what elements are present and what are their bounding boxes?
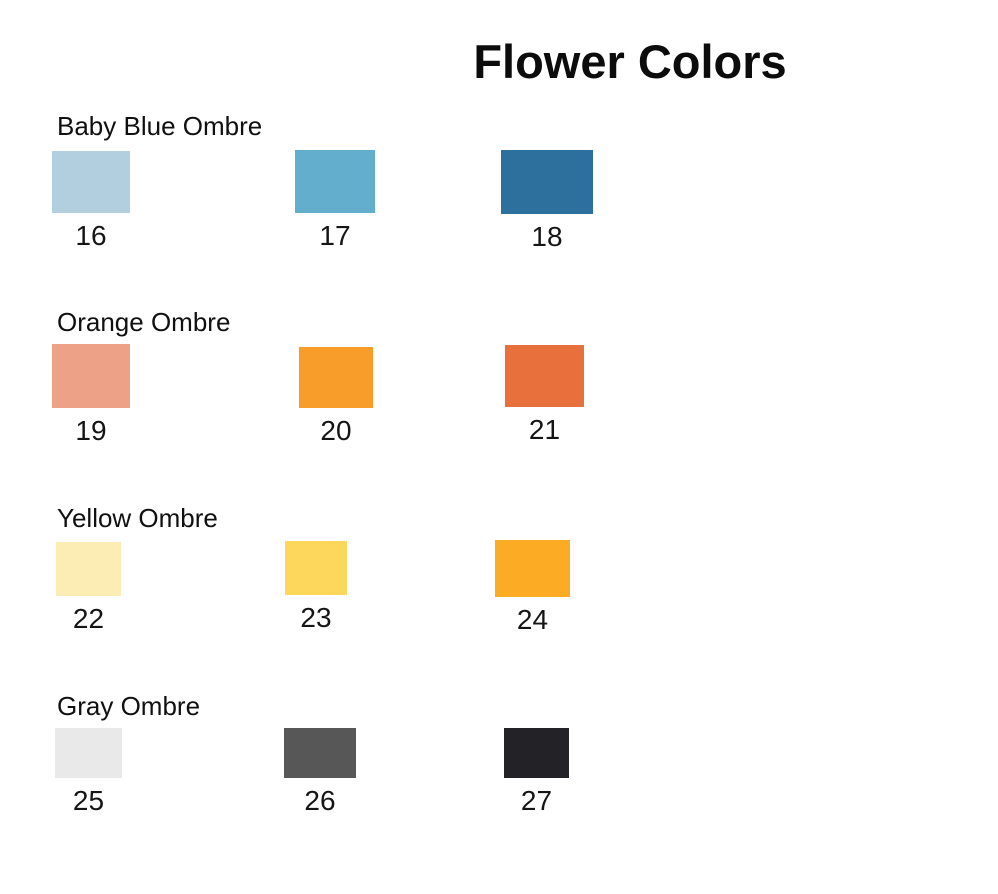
swatch-cell-24: 24 — [495, 540, 570, 634]
group-label-gray-ombre: Gray Ombre — [57, 691, 201, 721]
group-label-baby-blue-ombre: Baby Blue Ombre — [57, 111, 263, 141]
swatch-number-21: 21 — [528, 414, 561, 445]
page-title: Flower Colors — [473, 35, 787, 88]
color-swatch-20 — [299, 347, 373, 408]
swatch-number-17: 17 — [319, 220, 351, 251]
color-swatch-16 — [52, 151, 130, 213]
swatch-number-18: 18 — [531, 221, 563, 252]
swatch-cell-17: 17 — [295, 150, 375, 250]
swatch-cell-19: 19 — [52, 344, 130, 445]
swatch-cell-26: 26 — [284, 728, 356, 815]
color-swatch-17 — [295, 150, 375, 213]
swatch-cell-23: 23 — [285, 541, 347, 632]
color-swatch-25 — [55, 728, 122, 778]
color-swatch-23 — [285, 541, 347, 595]
swatch-cell-25: 25 — [55, 728, 122, 815]
color-swatch-22 — [56, 542, 121, 596]
swatch-number-19: 19 — [75, 415, 107, 446]
swatch-cell-16: 16 — [52, 151, 130, 250]
group-label-orange-ombre: Orange Ombre — [57, 307, 231, 337]
color-swatch-21 — [505, 345, 584, 407]
swatch-cell-18: 18 — [501, 150, 593, 251]
color-swatch-19 — [52, 344, 130, 408]
swatch-number-22: 22 — [72, 603, 105, 634]
swatch-number-20: 20 — [320, 415, 352, 446]
color-swatch-24 — [495, 540, 570, 597]
color-swatch-26 — [284, 728, 356, 778]
swatch-cell-27: 27 — [504, 728, 569, 815]
swatch-number-23: 23 — [300, 602, 332, 633]
swatch-cell-21: 21 — [505, 345, 584, 444]
swatch-number-26: 26 — [304, 785, 336, 816]
swatch-cell-20: 20 — [299, 347, 373, 445]
group-label-yellow-ombre: Yellow Ombre — [57, 503, 218, 533]
color-swatch-27 — [504, 728, 569, 778]
color-swatch-18 — [501, 150, 593, 214]
swatch-number-27: 27 — [520, 785, 553, 816]
swatch-number-25: 25 — [72, 785, 105, 816]
swatch-number-16: 16 — [75, 220, 107, 251]
swatch-cell-22: 22 — [56, 542, 121, 633]
swatch-number-24: 24 — [516, 604, 549, 635]
